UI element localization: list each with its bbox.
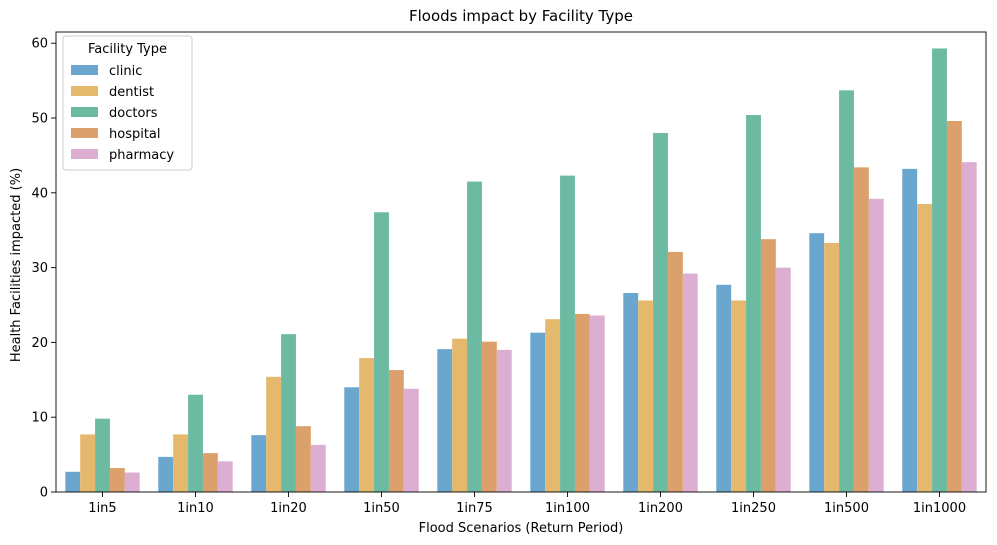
chart-title: Floods impact by Facility Type xyxy=(409,7,633,25)
bar-hospital-1in1000 xyxy=(946,121,962,492)
legend-label-hospital: hospital xyxy=(109,127,161,142)
bar-pharmacy-1in50 xyxy=(403,388,419,492)
bar-pharmacy-1in250 xyxy=(775,267,791,492)
bar-hospital-1in200 xyxy=(667,251,683,492)
y-tick-label: 30 xyxy=(31,261,48,276)
bar-dentist-1in75 xyxy=(452,338,468,492)
plot-frame xyxy=(55,31,987,493)
y-tick-label: 20 xyxy=(31,336,48,351)
bar-dentist-1in500 xyxy=(824,242,840,492)
bar-hospital-1in250 xyxy=(760,239,776,492)
bar-pharmacy-1in100 xyxy=(589,315,605,492)
legend-label-doctors: doctors xyxy=(109,106,158,121)
bar-dentist-1in20 xyxy=(266,376,282,492)
bar-doctors-1in500 xyxy=(839,90,854,492)
bar-doctors-1in50 xyxy=(374,212,389,492)
x-tick-label: 1in75 xyxy=(456,501,493,516)
y-tick-label: 10 xyxy=(31,411,48,426)
bar-dentist-1in250 xyxy=(731,300,747,492)
y-tick-label: 40 xyxy=(31,186,48,201)
bar-dentist-1in1000 xyxy=(917,204,933,492)
bar-clinic-1in200 xyxy=(623,293,639,492)
legend-label-dentist: dentist xyxy=(109,85,154,100)
bar-doctors-1in1000 xyxy=(932,48,947,493)
bar-pharmacy-1in1000 xyxy=(961,162,977,492)
bar-pharmacy-1in10 xyxy=(217,461,233,492)
bar-dentist-1in5 xyxy=(80,434,96,492)
x-tick-label: 1in50 xyxy=(363,501,400,516)
bar-hospital-1in50 xyxy=(388,370,404,492)
y-tick-label: 0 xyxy=(40,486,48,501)
bar-clinic-1in5 xyxy=(65,471,81,492)
bar-doctors-1in10 xyxy=(188,394,203,492)
bar-dentist-1in200 xyxy=(638,300,654,492)
x-tick-label: 1in1000 xyxy=(913,501,966,516)
legend-swatch-clinic xyxy=(71,65,98,75)
x-tick-label: 1in250 xyxy=(731,501,776,516)
bar-pharmacy-1in20 xyxy=(310,444,326,492)
legend-label-clinic: clinic xyxy=(109,64,142,79)
legend: Facility Type clinic dentist doctors hospita… xyxy=(62,35,193,171)
bar-doctors-1in5 xyxy=(95,418,110,492)
bar-doctors-1in75 xyxy=(467,181,482,492)
bar-pharmacy-1in75 xyxy=(496,349,512,492)
bar-clinic-1in1000 xyxy=(902,168,918,492)
bar-doctors-1in20 xyxy=(281,334,296,492)
legend-swatch-pharmacy xyxy=(71,149,98,159)
bar-pharmacy-1in5 xyxy=(124,472,140,492)
x-tick-label: 1in500 xyxy=(824,501,869,516)
x-tick-label: 1in10 xyxy=(177,501,214,516)
bar-hospital-1in500 xyxy=(853,167,869,492)
y-tick-label: 60 xyxy=(31,37,48,52)
bar-pharmacy-1in200 xyxy=(682,273,698,492)
x-tick-label: 1in100 xyxy=(545,501,590,516)
bar-clinic-1in500 xyxy=(809,233,825,492)
bar-clinic-1in50 xyxy=(344,387,360,492)
bar-clinic-1in100 xyxy=(530,332,546,492)
bar-hospital-1in10 xyxy=(202,453,218,492)
bars xyxy=(65,48,977,493)
axes: 0 10 20 30 40 50 60 1in5 1in10 1in20 1in50 1in75 1in… xyxy=(31,31,987,516)
x-tick-label: 1in200 xyxy=(638,501,683,516)
y-tick-label: 50 xyxy=(31,112,48,127)
bar-dentist-1in100 xyxy=(545,319,561,492)
y-axis-label: Health Facilities impacted (%) xyxy=(9,168,24,362)
bar-dentist-1in10 xyxy=(173,434,189,492)
bar-clinic-1in250 xyxy=(716,284,732,492)
legend-swatch-hospital xyxy=(71,128,98,138)
legend-label-pharmacy: pharmacy xyxy=(109,148,174,163)
bar-pharmacy-1in500 xyxy=(868,198,884,493)
bar-doctors-1in250 xyxy=(746,115,761,493)
bar-hospital-1in100 xyxy=(574,313,590,492)
legend-title: Facility Type xyxy=(88,42,167,57)
legend-swatch-doctors xyxy=(71,107,98,117)
bar-clinic-1in10 xyxy=(158,456,174,492)
legend-swatch-dentist xyxy=(71,86,98,96)
x-axis-label: Flood Scenarios (Return Period) xyxy=(419,521,624,536)
bar-clinic-1in20 xyxy=(251,435,267,492)
bar-doctors-1in200 xyxy=(653,132,668,493)
bar-hospital-1in5 xyxy=(109,468,125,492)
bar-hospital-1in75 xyxy=(481,341,497,492)
bar-hospital-1in20 xyxy=(295,426,311,492)
bar-clinic-1in75 xyxy=(437,349,453,492)
x-tick-label: 1in5 xyxy=(88,501,116,516)
x-tick-label: 1in20 xyxy=(270,501,307,516)
bar-doctors-1in100 xyxy=(560,175,575,493)
bar-dentist-1in50 xyxy=(359,358,375,492)
